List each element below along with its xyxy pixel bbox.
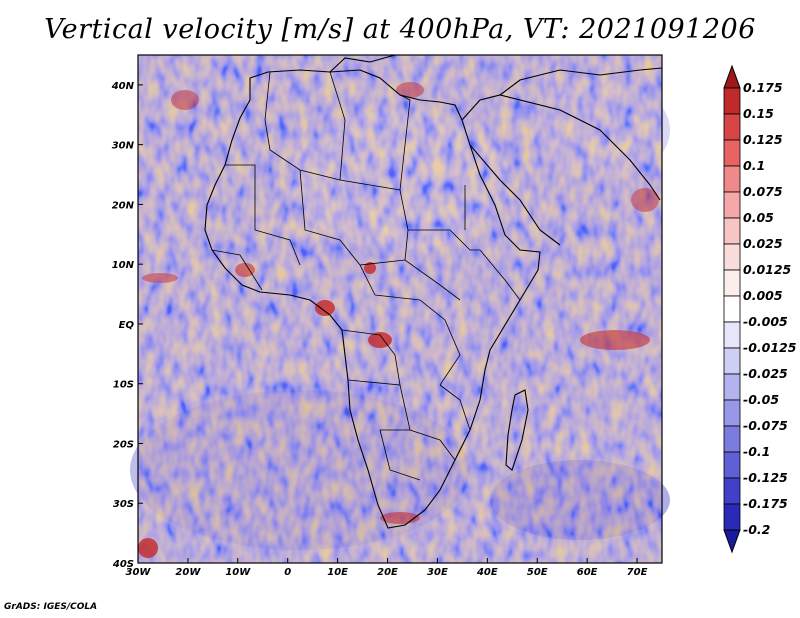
- colorbar-label: -0.075: [743, 418, 788, 433]
- x-tick-label: 10W: [225, 567, 251, 578]
- colorbar-label: -0.125: [743, 470, 788, 485]
- y-tick-label: 30S: [113, 499, 134, 510]
- colorbar-segment: [723, 87, 741, 115]
- x-axis: 30W 20W 10W 0 10E 20E 30E 40E 50E 60E 70E: [126, 558, 648, 578]
- colorbar-segment: [723, 425, 741, 453]
- y-tick-label: 20S: [113, 439, 134, 450]
- y-tick-label: 10N: [112, 260, 135, 271]
- colorbar-segment: [723, 191, 741, 219]
- colorbar-segment: [723, 269, 741, 297]
- map-area: [130, 54, 670, 563]
- y-tick-label: EQ: [119, 320, 135, 331]
- x-tick-label: 30E: [427, 567, 448, 578]
- y-tick-label: 20N: [112, 200, 135, 211]
- colorbar-label: -0.0125: [743, 340, 797, 355]
- x-tick-label: 20W: [175, 567, 201, 578]
- colorbar-segment: [723, 399, 741, 427]
- colorbar-top-extension: [723, 64, 741, 89]
- colorbar-label: -0.2: [743, 522, 770, 537]
- colorbar-label: 0.05: [743, 210, 774, 225]
- x-tick-label: 30W: [126, 567, 152, 578]
- colorbar-label: -0.1: [743, 444, 770, 459]
- colorbar-label: 0.025: [743, 236, 783, 251]
- colorbar-segment: [723, 373, 741, 401]
- colorbar-label: -0.175: [743, 496, 788, 511]
- x-tick-label: 40E: [476, 567, 498, 578]
- colorbar-bottom-extension: [723, 529, 741, 554]
- x-tick-label: 60E: [577, 567, 598, 578]
- colorbar-label: 0.075: [743, 184, 783, 199]
- y-tick-label: 40N: [111, 81, 135, 92]
- x-tick-label: 10E: [327, 567, 348, 578]
- colorbar-segment: [723, 347, 741, 375]
- colorbar: 0.175 0.15 0.125 0.1 0.075 0.05 0.025 0.0125 0.0…: [723, 64, 797, 554]
- colorbar-segment: [723, 139, 741, 167]
- colorbar-label: 0.0125: [743, 262, 792, 277]
- colorbar-segment: [723, 295, 741, 323]
- y-tick-label: 10S: [113, 380, 134, 391]
- colorbar-segment: [723, 477, 741, 505]
- y-axis: 40N 30N 20N 10N EQ 10S 20S 30S 40S: [111, 81, 143, 570]
- colorbar-label: -0.025: [743, 366, 788, 381]
- x-tick-label: 0: [284, 567, 291, 578]
- x-tick-label: 50E: [527, 567, 548, 578]
- colorbar-segment: [723, 243, 741, 271]
- colorbar-label: 0.125: [743, 132, 783, 147]
- colorbar-label: 0.15: [743, 106, 774, 121]
- colorbar-label: 0.005: [743, 288, 783, 303]
- colorbar-segment: [723, 321, 741, 349]
- x-tick-label: 20E: [377, 567, 398, 578]
- map-frame: [137, 54, 663, 564]
- colorbar-segment: [723, 165, 741, 193]
- colorbar-segment: [723, 451, 741, 479]
- chart-title: Vertical velocity [m/s] at 400hPa, VT: 2…: [44, 14, 756, 45]
- colorbar-segment: [723, 503, 741, 531]
- colorbar-label: -0.05: [743, 392, 779, 407]
- colorbar-segment: [723, 217, 741, 245]
- footer-credit: GrADS: IGES/COLA: [4, 602, 98, 612]
- colorbar-label: 0.1: [743, 158, 765, 173]
- y-tick-label: 30N: [112, 141, 135, 152]
- colorbar-segment: [723, 113, 741, 141]
- colorbar-label: -0.005: [743, 314, 788, 329]
- colorbar-label: 0.175: [743, 80, 783, 95]
- y-tick-label: 40S: [112, 559, 134, 570]
- x-tick-label: 70E: [627, 567, 648, 578]
